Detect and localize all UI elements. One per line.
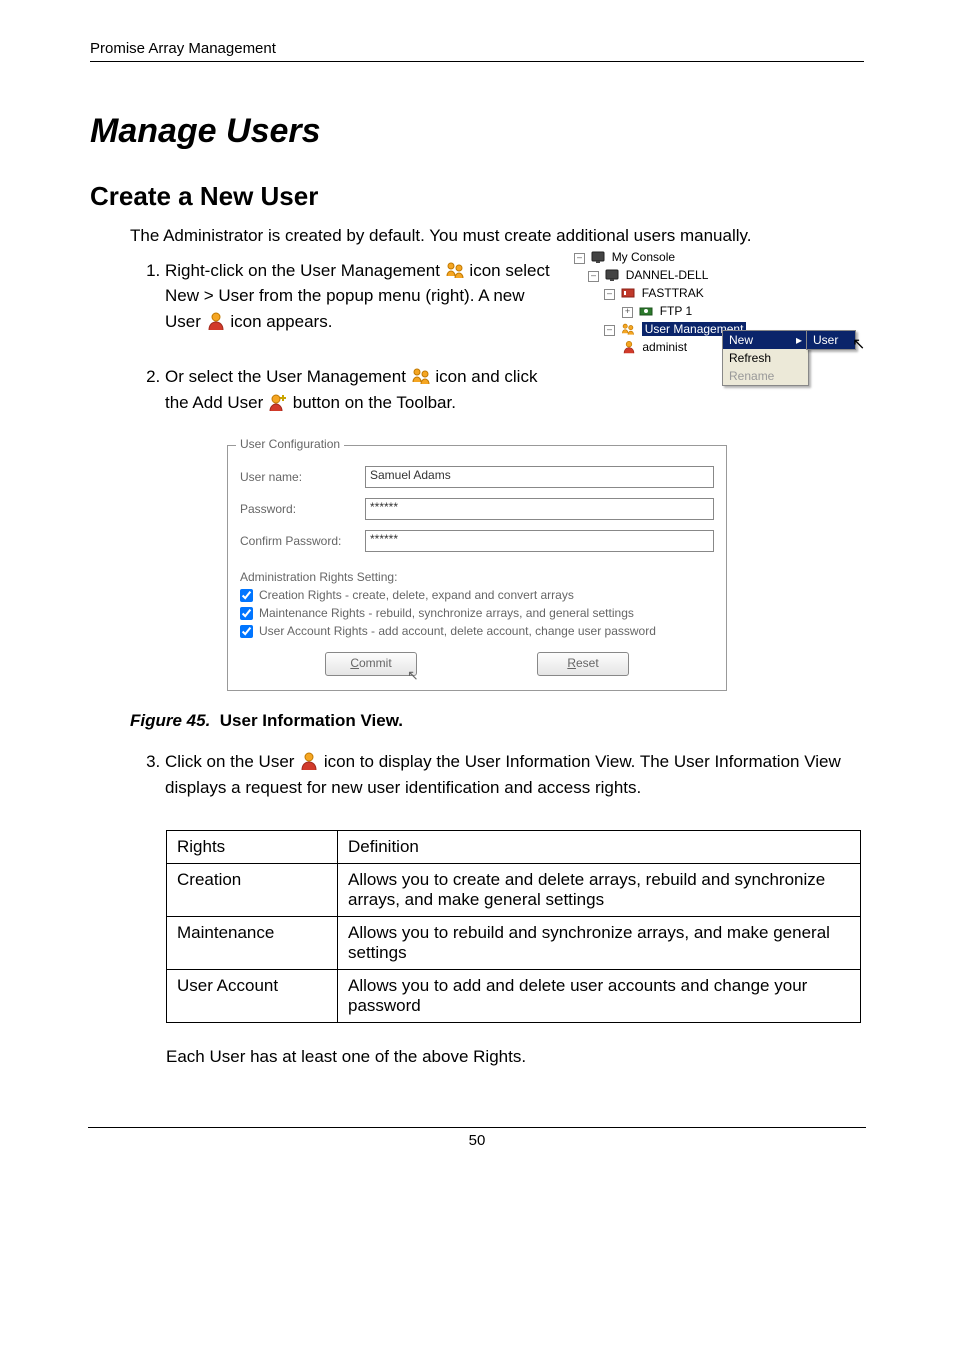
user-icon	[206, 311, 226, 331]
reset-button[interactable]: Reset	[537, 652, 629, 676]
tree-admin-label: administ	[642, 340, 687, 354]
after-table-text: Each User has at least one of the above …	[166, 1047, 864, 1067]
expander-icon: –	[588, 271, 599, 282]
expander-icon: –	[604, 325, 615, 336]
tree-screenshot: – My Console – DANNEL-DELL – FASTTRAK + …	[574, 248, 864, 356]
creation-rights-checkbox[interactable]	[240, 589, 253, 602]
running-header: Promise Array Management	[90, 40, 864, 62]
step-3: Click on the User icon to display the Us…	[165, 749, 864, 800]
maintenance-rights-checkbox[interactable]	[240, 607, 253, 620]
controller-icon	[621, 286, 635, 300]
confirm-password-field[interactable]: ******	[365, 530, 714, 552]
user-account-rights-label: User Account Rights - add account, delet…	[259, 624, 656, 638]
user-management-icon	[621, 322, 635, 336]
page-title: Manage Users	[90, 112, 864, 151]
commit-button[interactable]: Commit	[325, 652, 417, 676]
user-config-panel: User Configuration User name: Samuel Ada…	[227, 445, 727, 691]
table-header-row: Rights Definition	[167, 831, 861, 864]
context-menu: New▸ Refresh Rename	[722, 330, 809, 386]
tree-ctrl-label: FASTTRAK	[642, 286, 704, 300]
expander-icon: +	[622, 307, 633, 318]
intro-text: The Administrator is created by default.…	[130, 224, 864, 248]
cursor-icon: ↖	[407, 667, 419, 684]
user-management-icon	[411, 366, 431, 386]
username-field[interactable]: Samuel Adams	[365, 466, 714, 488]
add-user-icon	[268, 392, 288, 412]
maintenance-rights-label: Maintenance Rights - rebuild, synchroniz…	[259, 606, 634, 620]
cursor-icon: ↖	[852, 334, 865, 354]
page-footer: 50	[88, 1127, 866, 1149]
table-row: User Account Allows you to add and delet…	[167, 970, 861, 1023]
section-title: Create a New User	[90, 181, 864, 212]
user-icon	[622, 340, 636, 354]
user-account-rights-checkbox[interactable]	[240, 625, 253, 638]
menu-item-user[interactable]: User	[807, 331, 855, 349]
menu-item-new[interactable]: New▸	[723, 331, 808, 349]
rights-subtitle: Administration Rights Setting:	[240, 570, 714, 584]
ftp-icon	[639, 304, 653, 318]
tree-ftp-label: FTP 1	[660, 304, 692, 318]
page-number: 50	[469, 1132, 486, 1149]
figure-caption: Figure 45. User Information View.	[130, 711, 864, 731]
creation-rights-label: Creation Rights - create, delete, expand…	[259, 588, 574, 602]
password-label: Password:	[240, 502, 365, 516]
table-row: Creation Allows you to create and delete…	[167, 864, 861, 917]
table-header-definition: Definition	[338, 831, 861, 864]
table-header-rights: Rights	[167, 831, 338, 864]
table-row: Maintenance Allows you to rebuild and sy…	[167, 917, 861, 970]
confirm-password-label: Confirm Password:	[240, 534, 365, 548]
password-field[interactable]: ******	[365, 498, 714, 520]
fieldset-legend: User Configuration	[236, 437, 344, 451]
console-icon	[605, 268, 619, 282]
expander-icon: –	[574, 253, 585, 264]
tree-host-label: DANNEL-DELL	[626, 268, 709, 282]
rights-table: Rights Definition Creation Allows you to…	[166, 830, 861, 1023]
context-submenu: User	[806, 330, 856, 350]
menu-item-refresh[interactable]: Refresh	[723, 349, 808, 367]
menu-item-rename: Rename	[723, 367, 808, 385]
username-label: User name:	[240, 470, 365, 484]
tree-root-label: My Console	[612, 250, 675, 264]
console-icon	[591, 250, 605, 264]
user-management-icon	[445, 260, 465, 280]
user-icon	[299, 751, 319, 771]
expander-icon: –	[604, 289, 615, 300]
